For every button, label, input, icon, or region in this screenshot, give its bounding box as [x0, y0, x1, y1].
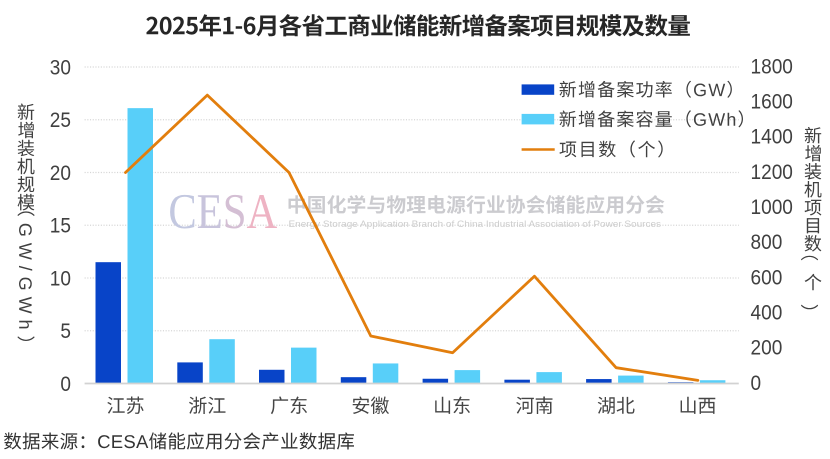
- svg-text:1400: 1400: [751, 126, 793, 149]
- svg-text:1600: 1600: [751, 91, 793, 114]
- svg-text:1000: 1000: [751, 196, 793, 219]
- svg-text:25: 25: [50, 109, 71, 132]
- svg-text:800: 800: [751, 231, 783, 254]
- svg-text:30: 30: [50, 56, 71, 79]
- svg-text:5: 5: [60, 320, 71, 343]
- svg-text:10: 10: [50, 267, 71, 290]
- svg-text:Energy Storage Application Bra: Energy Storage Application Branch of Chi…: [289, 219, 662, 229]
- svg-text:600: 600: [751, 266, 783, 289]
- svg-text:15: 15: [50, 215, 71, 238]
- svg-text:0: 0: [751, 372, 762, 395]
- svg-text:20: 20: [50, 162, 71, 185]
- svg-text:1800: 1800: [751, 55, 793, 78]
- svg-text:0: 0: [60, 373, 71, 396]
- svg-text:1200: 1200: [751, 161, 793, 184]
- svg-text:400: 400: [751, 302, 783, 325]
- svg-text:200: 200: [751, 337, 783, 360]
